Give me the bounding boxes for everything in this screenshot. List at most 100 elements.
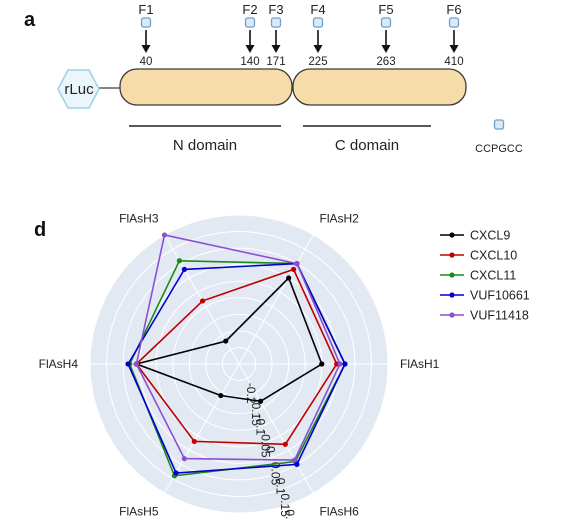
c-domain-label: C domain [335, 137, 399, 154]
site-label: F1 [138, 2, 153, 17]
panel-letter-a: a [24, 9, 36, 31]
site-label: F6 [446, 2, 461, 17]
legend-label: VUF11418 [470, 309, 529, 323]
data-point [223, 338, 229, 344]
data-point [291, 266, 297, 272]
site-f1: F1 40 [138, 2, 153, 68]
ccpgcc-legend-icon [493, 119, 505, 130]
arrowhead-icon [449, 45, 459, 53]
site-markers: F1 40 F2 140 F3 171 F4 [138, 2, 463, 68]
tick-label: 0.15 [278, 494, 292, 518]
axis-label-flash4: FlAsH4 [39, 357, 79, 371]
tick-label: -0.1 [254, 414, 268, 435]
legend-label: CXCL10 [470, 249, 517, 263]
tick-label: 0.2 [283, 509, 297, 519]
legend-swatch-marker [449, 232, 455, 238]
rluc-hexagon [57, 69, 100, 109]
ccpgcc-tag-icon [244, 17, 256, 28]
data-point [291, 457, 298, 463]
site-f4: F4 225 [308, 2, 327, 68]
tick-label: 0.1 [273, 478, 287, 495]
radar-series [125, 232, 348, 479]
data-point [282, 441, 288, 447]
legend-item: VUF11418 [440, 309, 529, 323]
legend: CXCL9 CXCL10 CXCL11 VUF10661 VUF11418 [440, 229, 530, 323]
data-point [257, 398, 264, 404]
legend-swatch-marker [449, 292, 455, 298]
arrowhead-icon [271, 45, 281, 53]
n-domain-label: N domain [173, 137, 237, 154]
site-label: F4 [310, 2, 325, 17]
data-point [319, 361, 325, 367]
data-point [218, 392, 224, 399]
tick-label: -0.15 [249, 399, 263, 427]
legend-item: CXCL9 [440, 229, 510, 243]
axis-label-flash1: FlAsH1 [400, 357, 440, 371]
arrowhead-icon [141, 45, 151, 53]
data-point [133, 361, 139, 367]
site-label: F3 [268, 2, 283, 17]
legend-item: CXCL11 [440, 269, 516, 283]
site-position: 263 [376, 56, 395, 68]
ccpgcc-tag-icon [140, 17, 152, 28]
arrowhead-icon [381, 45, 391, 53]
radar-axis-labels: FlAsH1 FlAsH2 FlAsH3 FlAsH4 FlAsH5 FlAsH6 [39, 212, 440, 519]
site-f3: F3 171 [266, 2, 285, 68]
radar-spoke [238, 234, 314, 365]
legend-swatch-marker [449, 272, 455, 278]
site-position: 140 [240, 56, 259, 68]
rluc-label: rLuc [64, 81, 94, 98]
data-point [181, 266, 187, 272]
site-position: 40 [140, 56, 153, 68]
legend-item: CXCL10 [440, 249, 517, 263]
data-point [294, 261, 300, 267]
legend-swatch-marker [449, 252, 455, 258]
site-position: 225 [308, 56, 327, 68]
tick-label: 0.05 [268, 462, 282, 486]
ccpgcc-label: CCPGCC [475, 143, 523, 155]
arrowhead-icon [245, 45, 255, 53]
data-point [342, 361, 348, 367]
axis-label-flash2: FlAsH2 [320, 212, 360, 226]
data-point [173, 470, 179, 476]
legend-label: CXCL9 [470, 229, 510, 243]
legend-label: CXCL11 [470, 269, 516, 283]
data-point [181, 456, 187, 462]
panel-letter-d: d [34, 219, 46, 241]
legend-item: VUF10661 [440, 289, 530, 303]
ccpgcc-tag-icon [270, 17, 282, 28]
site-f2: F2 140 [240, 2, 259, 68]
axis-label-flash3: FlAsH3 [119, 212, 159, 226]
data-point [125, 361, 131, 367]
tick-label: 0 [263, 446, 277, 453]
data-point [337, 361, 343, 367]
panel-a: a rLuc F1 40 F2 140 [24, 2, 523, 155]
site-label: F2 [242, 2, 257, 17]
site-f6: F6 410 [444, 2, 463, 68]
axis-label-flash6: FlAsH6 [320, 504, 360, 518]
radar-spoke [238, 363, 314, 494]
legend-label: VUF10661 [470, 289, 530, 303]
arrowhead-icon [313, 45, 323, 53]
tick-label: -0.2 [244, 383, 258, 404]
site-f5: F5 263 [376, 2, 395, 68]
data-point [199, 298, 206, 304]
legend-swatch-marker [449, 312, 455, 318]
data-point [191, 438, 197, 445]
ccpgcc-tag-icon [380, 17, 392, 28]
site-label: F5 [378, 2, 393, 17]
panel-d: d FlAsH1 FlAsH2 FlAsH3 FlAsH4 FlAsH5 FlAsH6 -… [34, 212, 530, 519]
n-domain-segment [119, 68, 293, 106]
data-point [176, 258, 182, 264]
ccpgcc-tag-icon [312, 17, 324, 28]
c-domain-segment [292, 68, 467, 106]
site-position: 410 [444, 56, 463, 68]
ccpgcc-tag-icon [448, 17, 460, 28]
axis-label-flash5: FlAsH5 [119, 504, 159, 518]
data-point [161, 232, 168, 238]
data-point [294, 461, 300, 467]
data-point [286, 275, 292, 281]
series-vuf11418 [133, 232, 343, 463]
